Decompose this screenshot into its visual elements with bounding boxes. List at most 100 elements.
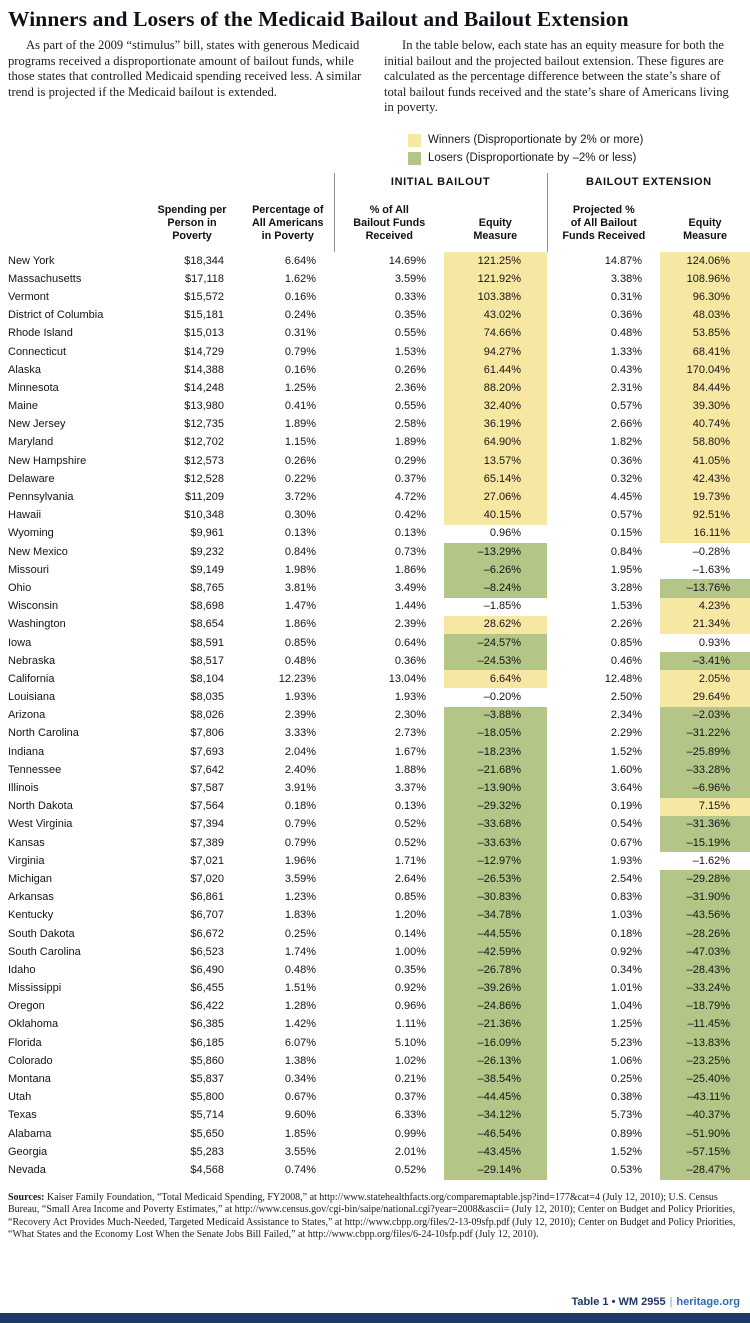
heritage-link[interactable]: heritage.org: [676, 1296, 740, 1308]
value-cell: 1.52%: [610, 1145, 643, 1158]
value-cell: 0.30%: [284, 509, 317, 522]
winners-swatch: [408, 133, 421, 147]
value-cell: $5,650: [190, 1127, 224, 1140]
equity-cell: –2.03%: [660, 706, 750, 725]
value-cell: $14,388: [184, 363, 224, 376]
equity-cell: –0.28%: [692, 545, 731, 558]
table-row: Kentucky $6,707 1.83% 1.20% –34.78% 1.03% –43.…: [0, 906, 750, 925]
value-cell: $8,698: [190, 600, 224, 613]
value-cell: 6.64%: [284, 254, 317, 267]
value-cell: 1.42%: [284, 1018, 317, 1031]
state-name: Kansas: [8, 836, 45, 849]
value-cell: $6,385: [190, 1018, 224, 1031]
value-cell: 0.15%: [610, 527, 643, 540]
value-cell: 5.10%: [394, 1036, 427, 1049]
value-cell: 1.33%: [610, 345, 643, 358]
equity-cell: 7.15%: [660, 797, 750, 816]
state-name: Massachusetts: [8, 272, 82, 285]
column-header-row: Spending per Person in Poverty Percentag…: [0, 203, 750, 252]
equity-cell: 29.64%: [660, 688, 750, 707]
equity-cell: 6.64%: [444, 670, 548, 689]
equity-cell: 36.19%: [444, 415, 548, 434]
state-name: Wisconsin: [8, 600, 59, 613]
state-name: Mississippi: [8, 982, 62, 995]
table-row: Missouri $9,149 1.98% 1.86% –6.26% 1.95% –1.63…: [0, 561, 750, 580]
state-name: Virginia: [8, 854, 45, 867]
value-cell: 3.91%: [284, 782, 317, 794]
value-cell: 1.88%: [394, 763, 427, 776]
value-cell: 1.93%: [610, 854, 643, 867]
value-cell: 2.73%: [394, 727, 427, 740]
state-name: South Carolina: [8, 945, 81, 958]
table-row: Iowa $8,591 0.85% 0.64% –24.57% 0.85% 0.93%: [0, 633, 750, 653]
equity-cell: –25.40%: [660, 1070, 750, 1089]
value-cell: 0.55%: [394, 400, 427, 413]
intro-paragraph-left: As part of the 2009 “stimulus” bill, sta…: [8, 38, 362, 99]
page-title: Winners and Losers of the Medicaid Bailo…: [8, 7, 629, 31]
table-row: Vermont $15,572 0.16% 0.33% 103.38% 0.31% 96.3…: [0, 288, 750, 307]
value-cell: 5.23%: [610, 1036, 643, 1049]
state-name: Missouri: [8, 563, 49, 576]
equity-cell: –29.14%: [444, 1161, 548, 1180]
value-cell: $5,283: [190, 1145, 224, 1158]
value-cell: 1.00%: [394, 945, 427, 958]
value-cell: $6,523: [190, 945, 224, 958]
value-cell: $12,735: [184, 418, 224, 431]
value-cell: 0.84%: [284, 545, 317, 558]
value-cell: 1.02%: [394, 1054, 427, 1067]
state-name: North Dakota: [8, 800, 73, 813]
equity-cell: 92.51%: [660, 506, 750, 525]
value-cell: 3.59%: [394, 272, 427, 285]
state-name: Indiana: [8, 745, 45, 758]
value-cell: $7,642: [190, 763, 224, 776]
value-cell: 0.55%: [394, 327, 427, 340]
state-name: Rhode Island: [8, 327, 73, 340]
value-cell: 0.99%: [394, 1127, 427, 1140]
state-name: Michigan: [8, 872, 53, 885]
value-cell: 3.81%: [284, 581, 317, 594]
value-cell: $8,026: [190, 709, 224, 722]
value-cell: 2.58%: [394, 418, 427, 431]
value-cell: 0.18%: [610, 927, 643, 940]
table-row: Oregon $6,422 1.28% 0.96% –24.86% 1.04% –18.79…: [0, 997, 750, 1016]
equity-cell: –43.56%: [660, 906, 750, 925]
equity-cell: –23.25%: [660, 1052, 750, 1071]
value-cell: $15,181: [184, 309, 224, 322]
value-cell: 3.72%: [284, 491, 317, 503]
state-name: Arizona: [8, 709, 46, 722]
state-name: Tennessee: [8, 763, 62, 776]
equity-cell: –26.53%: [444, 870, 548, 889]
equity-cell: –28.47%: [660, 1161, 750, 1180]
value-cell: 2.64%: [394, 872, 427, 885]
value-cell: 0.54%: [610, 818, 643, 831]
equity-cell: –31.22%: [660, 724, 750, 744]
state-name: Connecticut: [8, 345, 67, 358]
state-name: Texas: [8, 1109, 37, 1122]
value-cell: 1.04%: [610, 1000, 643, 1013]
state-name: Pennsylvania: [8, 491, 74, 503]
table-row: Texas $5,714 9.60% 6.33% –34.12% 5.73% –40.37%: [0, 1106, 750, 1125]
value-cell: 0.36%: [394, 654, 427, 667]
state-name: Wyoming: [8, 527, 54, 540]
table-row: Delaware $12,528 0.22% 0.37% 65.14% 0.32% 42.4…: [0, 470, 750, 489]
value-cell: 1.98%: [284, 563, 317, 576]
value-cell: 14.69%: [388, 254, 427, 267]
value-cell: 1.85%: [284, 1127, 317, 1140]
value-cell: 0.34%: [284, 1073, 317, 1085]
table-row: Michigan $7,020 3.59% 2.64% –26.53% 2.54% –29.…: [0, 870, 750, 889]
value-cell: 0.14%: [394, 927, 427, 940]
value-cell: 0.79%: [284, 345, 317, 358]
equity-cell: 96.30%: [660, 288, 750, 307]
value-cell: 1.28%: [284, 1000, 317, 1013]
equity-cell: –33.24%: [660, 979, 750, 998]
value-cell: 0.36%: [610, 309, 643, 322]
value-cell: $13,980: [184, 400, 224, 413]
state-name: Utah: [8, 1091, 32, 1104]
equity-cell: 0.93%: [698, 636, 731, 649]
value-cell: 0.48%: [610, 327, 643, 340]
equity-cell: –24.57%: [444, 633, 548, 653]
value-cell: 3.64%: [610, 782, 643, 794]
table-reference: Table 1 • WM 2955: [571, 1296, 666, 1308]
value-cell: 2.04%: [284, 745, 317, 758]
value-cell: 0.29%: [394, 454, 427, 467]
